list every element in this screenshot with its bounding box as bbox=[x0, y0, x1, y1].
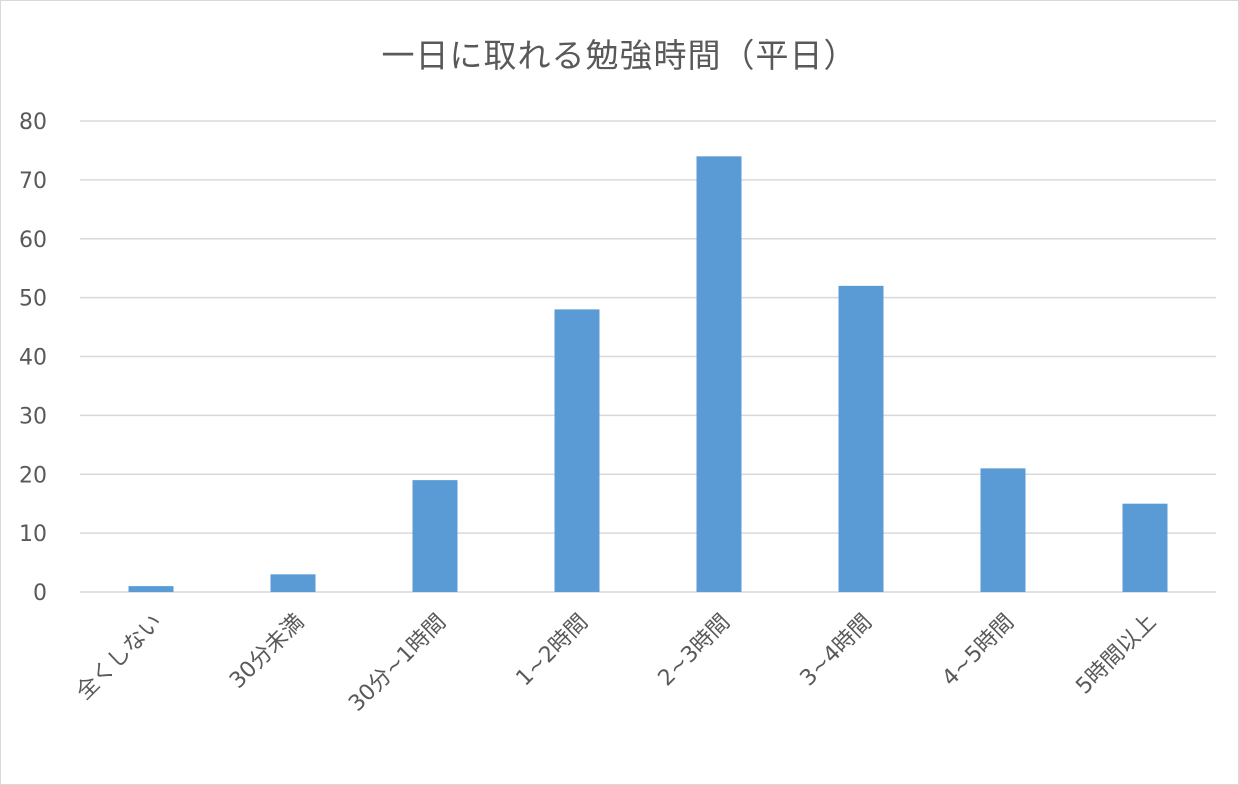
y-tick-label: 30 bbox=[19, 404, 47, 429]
bar bbox=[980, 468, 1026, 592]
y-tick-label: 70 bbox=[19, 169, 47, 194]
chart-title: 一日に取れる勉強時間（平日） bbox=[381, 36, 858, 75]
bar bbox=[270, 574, 316, 592]
gridlines bbox=[80, 120, 1216, 593]
x-tick-label: 1~2時間 bbox=[512, 610, 594, 692]
x-tick-label: 30分未満 bbox=[225, 610, 309, 694]
y-tick-label: 40 bbox=[19, 346, 47, 371]
bar bbox=[412, 480, 458, 592]
bar bbox=[838, 285, 884, 592]
x-tick-label: 全くしない bbox=[72, 610, 167, 705]
x-tick-label: 5時間以上 bbox=[1071, 610, 1161, 700]
x-tick-label: 30分~1時間 bbox=[344, 610, 451, 717]
y-tick-label: 20 bbox=[19, 463, 47, 488]
bar bbox=[128, 586, 174, 592]
x-axis: 全くしない 30分未満 30分~1時間 1~2時間 2~3時間 3~4時間 4~5時間 5時間… bbox=[72, 610, 1161, 717]
y-tick-label: 50 bbox=[19, 287, 47, 312]
bar bbox=[1122, 503, 1168, 592]
y-tick-label: 60 bbox=[19, 228, 47, 253]
y-tick-label: 0 bbox=[33, 581, 47, 606]
y-tick-label: 80 bbox=[19, 110, 47, 135]
y-tick-label: 10 bbox=[19, 522, 47, 547]
bar bbox=[554, 309, 600, 592]
x-tick-label: 3~4時間 bbox=[796, 610, 878, 692]
y-axis: 0 10 20 30 40 50 60 70 80 bbox=[19, 110, 47, 606]
x-tick-label: 2~3時間 bbox=[654, 610, 736, 692]
x-tick-label: 4~5時間 bbox=[938, 610, 1020, 692]
bars bbox=[128, 156, 1168, 592]
bar bbox=[696, 156, 742, 592]
